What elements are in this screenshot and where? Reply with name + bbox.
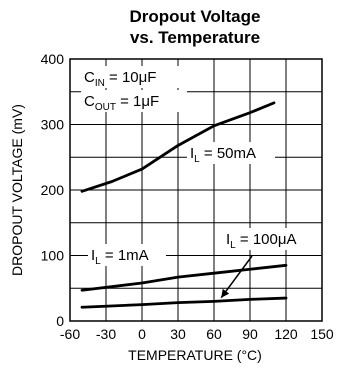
x-tick-label: 90 [242, 326, 258, 342]
series-line-100ua [80, 296, 288, 309]
condition-cin: CIN = 10μF [84, 69, 156, 89]
series-line-1ma [80, 263, 288, 292]
y-axis-label: DROPOUT VOLTAGE (mV) [9, 104, 25, 276]
y-tick-label: 100 [41, 248, 65, 264]
y-tick-label: 200 [41, 182, 65, 198]
x-tick-label: 120 [274, 326, 298, 342]
series-label-100ua-bg [223, 228, 313, 250]
chart-title-line2: vs. Temperature [130, 28, 260, 47]
x-axis-label: TEMPERATURE (°C) [128, 347, 262, 363]
annotations: CIN = 10μF COUT = 1μF IL = 50mA IL = 1mA IL … [81, 66, 313, 299]
series-label-50ma-bg [187, 142, 275, 164]
series-label-1ma-bg [88, 244, 166, 266]
y-tick-label: 0 [56, 313, 64, 329]
y-tick-label: 300 [41, 117, 65, 133]
condition-cin-bg [81, 66, 187, 88]
x-tick-label: -60 [60, 326, 80, 342]
arrow-head [221, 288, 230, 298]
condition-cout: COUT = 1μF [84, 93, 159, 113]
tick-labels: -60 -30 0 30 60 90 120 150 0 100 200 300 400 [41, 51, 334, 342]
series-label-1ma: IL = 1mA [91, 247, 149, 267]
x-tick-label: -30 [96, 326, 116, 342]
chart-title-line1: Dropout Voltage [130, 7, 261, 26]
series-label-100ua: IL = 100μA [226, 231, 297, 251]
condition-cout-bg [81, 90, 187, 112]
series-lines [80, 101, 288, 309]
x-tick-label: 150 [310, 326, 334, 342]
series-line-50ma [80, 101, 276, 193]
plot-frame [69, 58, 323, 322]
x-tick-label: 30 [170, 326, 186, 342]
arrow-line [220, 255, 253, 299]
x-tick-label: 60 [206, 326, 222, 342]
series-label-50ma: IL = 50mA [190, 145, 256, 165]
y-tick-label: 400 [41, 51, 65, 67]
x-tick-label: 0 [138, 326, 146, 342]
